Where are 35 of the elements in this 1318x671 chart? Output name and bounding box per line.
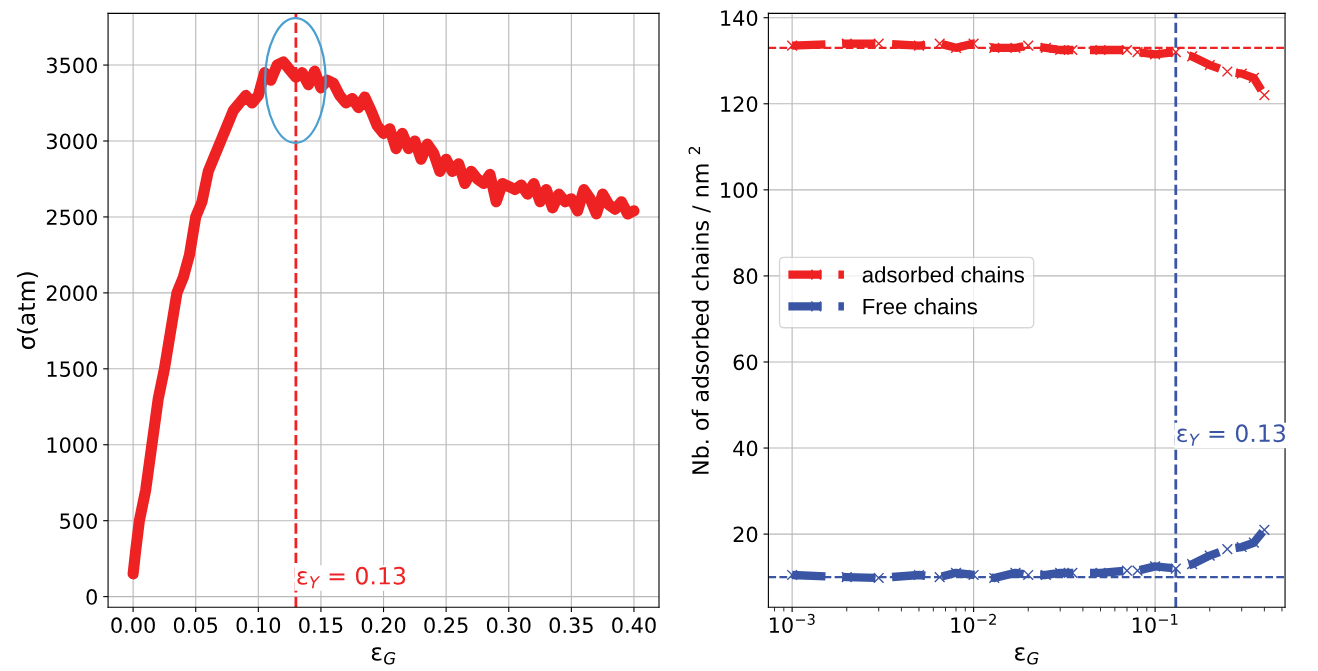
y-tick-label: 500 [60,513,97,529]
x-tick-label: 0.25 [424,617,468,634]
y-tick-label: 20 [733,526,758,543]
x-tick-label: 0.05 [173,617,218,634]
x-tick-label: 10$^{−1}$ [1132,614,1178,633]
y-tick-label: 140 [721,10,758,26]
y-tick-label: 2000 [46,285,97,302]
y-tick-label: 1500 [47,361,97,378]
y-tick-label: 40 [733,440,758,457]
ref-line-label: ε$_{Y}$ = 0.13 [297,566,406,589]
y-tick-label: 0 [86,589,97,605]
y-axis-title: Nb. of adsorbed chains / nm $^{2}$ [688,146,711,474]
x-tick-label: 0.00 [111,617,155,634]
y-tick-label: 100 [721,182,758,199]
x-axis-title: ε$_{G}$ [1015,647,1039,665]
ref-line-label: ε$_{Y}$ = 0.13 [1177,424,1285,446]
y-tick-label: 120 [721,96,758,112]
y-tick-label: 2500 [46,209,97,226]
x-tick-label: 0.40 [612,617,656,634]
y-tick-label: 60 [733,354,758,371]
y-tick-label: 3000 [46,133,97,150]
x-tick-label: 0.35 [549,617,593,634]
x-axis-title: ε$_{G}$ [371,647,396,665]
y-tick-label: 80 [733,268,758,285]
y-tick-label: 3500 [46,57,97,74]
x-tick-label: 10$^{−3}$ [769,613,815,633]
x-tick-label: 10$^{−2}$ [951,613,996,633]
x-tick-label: 0.30 [486,617,531,634]
legend-label: adsorbed chains [862,266,1024,283]
legend-label: Free chains [863,298,978,315]
x-tick-label: 0.15 [299,617,343,634]
y-tick-label: 1000 [47,437,97,453]
x-tick-label: 0.20 [361,617,406,634]
y-axis-title: σ(atm) [16,272,38,350]
x-tick-label: 0.10 [236,617,281,634]
